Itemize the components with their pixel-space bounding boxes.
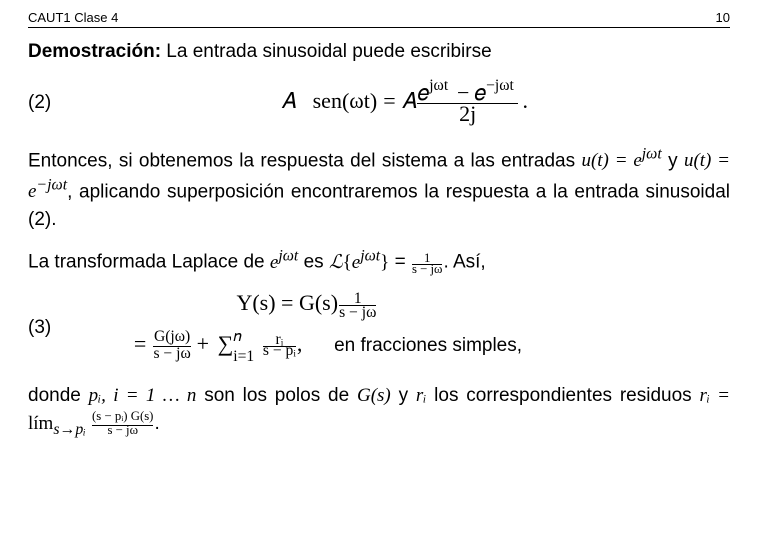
p2-t1: Entonces, si obtenemos la respuesta del … — [28, 150, 581, 171]
eq2-exp2: −jωt — [486, 80, 514, 93]
eq3-l1-lhs: Y(s) = G(s) — [236, 295, 338, 315]
eq2-e1: e — [417, 90, 429, 100]
eq3-l2-num1: G(jω) — [154, 330, 190, 345]
paragraph-3: La transformada Laplace de ejωt es ℒ{ejω… — [28, 245, 730, 276]
p2-u1: u(t) = ejωt — [581, 150, 661, 171]
eq2-period: . — [522, 105, 528, 108]
intro-paragraph: Demostración: La entrada sinusoidal pued… — [28, 38, 730, 66]
p3-t2: es — [298, 252, 329, 273]
p3-den: s − jω — [412, 265, 443, 276]
p4-Gs: G(s) — [357, 385, 391, 406]
eq2-e2: e — [474, 90, 486, 100]
header-left: CAUT1 Clase 4 — [28, 10, 118, 25]
lead-word: Demostración: — [28, 41, 161, 62]
p4-lim-sub: s→pᵢ — [53, 421, 85, 438]
eq3-body: Y(s) = G(s) 1 s − jω — [83, 288, 531, 366]
eq2-minus: − — [457, 92, 469, 94]
eq3-plus: + — [197, 338, 209, 349]
p4-t4: los correspondientes residuos — [426, 385, 699, 406]
p2-u2-exp: −jωt — [36, 177, 67, 194]
eq3-sum-bot: i=1 — [233, 351, 254, 361]
p3-arg-exp: jωt — [360, 247, 380, 264]
page-root: CAUT1 Clase 4 10 Demostración: La entrad… — [0, 0, 758, 536]
eq2-number: (2) — [28, 89, 83, 117]
eq2-omegat: ωt — [349, 96, 370, 108]
p3-e-exp: jωt — [278, 247, 298, 264]
p4-t1: donde — [28, 385, 89, 406]
eq3-l2-den1: s − jω — [153, 348, 190, 361]
eq2-sen: sen — [313, 98, 342, 108]
eq3-l1-num: 1 — [354, 293, 362, 303]
p2-t3: , aplicando superposición encontraremos … — [28, 181, 730, 230]
p2-t2: y — [662, 150, 684, 171]
equation-3: (3) Y(s) = G(s) 1 s − jω — [28, 288, 730, 366]
p4-res-den: s − jω — [107, 426, 138, 437]
p4-lim: lím — [28, 413, 53, 434]
paragraph-2: Entonces, si obtenemos la respuesta del … — [28, 144, 730, 233]
header-page-number: 10 — [716, 10, 730, 25]
intro-text: La entrada sinusoidal puede escribirse — [161, 41, 492, 62]
p3-t3: . Así, — [443, 252, 485, 273]
p4-t2: son los polos de — [196, 385, 357, 406]
eq2-A1: A — [281, 94, 296, 108]
eq3-sum-top: n — [233, 334, 241, 341]
eq2-A2: A — [402, 94, 417, 108]
eq2-body: A sen ( ωt ) = A e jωt — [83, 80, 730, 127]
eq2-denom: 2j — [459, 107, 476, 126]
p3-t1: La transformada Laplace de — [28, 252, 270, 273]
p4-t3: y — [391, 385, 416, 406]
p4-pi: pᵢ — [89, 385, 102, 406]
eq3-number: (3) — [28, 314, 83, 342]
p3-e: ejωt — [270, 252, 298, 273]
p4-res-num: (s − pᵢ) G(s) — [92, 411, 153, 423]
eq3-l1-den: s − jω — [339, 307, 376, 320]
p4-ri: rᵢ — [416, 385, 426, 406]
equation-2: (2) A sen ( ωt ) = A — [28, 80, 730, 127]
p2-u1-exp: jωt — [642, 146, 662, 163]
p4-range: , i = 1 … n — [101, 385, 196, 406]
body: Demostración: La entrada sinusoidal pued… — [28, 38, 730, 442]
page-header: CAUT1 Clase 4 10 — [28, 10, 730, 28]
eq3-note: en fracciones simples, — [334, 338, 522, 355]
p4-res-lhs: rᵢ = — [699, 385, 730, 406]
eq2-exp1: jωt — [429, 80, 448, 93]
p3-eq: = — [389, 252, 411, 273]
p3-laplace: ℒ{ejωt} — [329, 252, 389, 273]
paragraph-4: donde pᵢ, i = 1 … n son los polos de G(s… — [28, 382, 730, 441]
p4-period: . — [154, 413, 159, 434]
eq3-l2-den2: s − pᵢ — [263, 348, 296, 358]
